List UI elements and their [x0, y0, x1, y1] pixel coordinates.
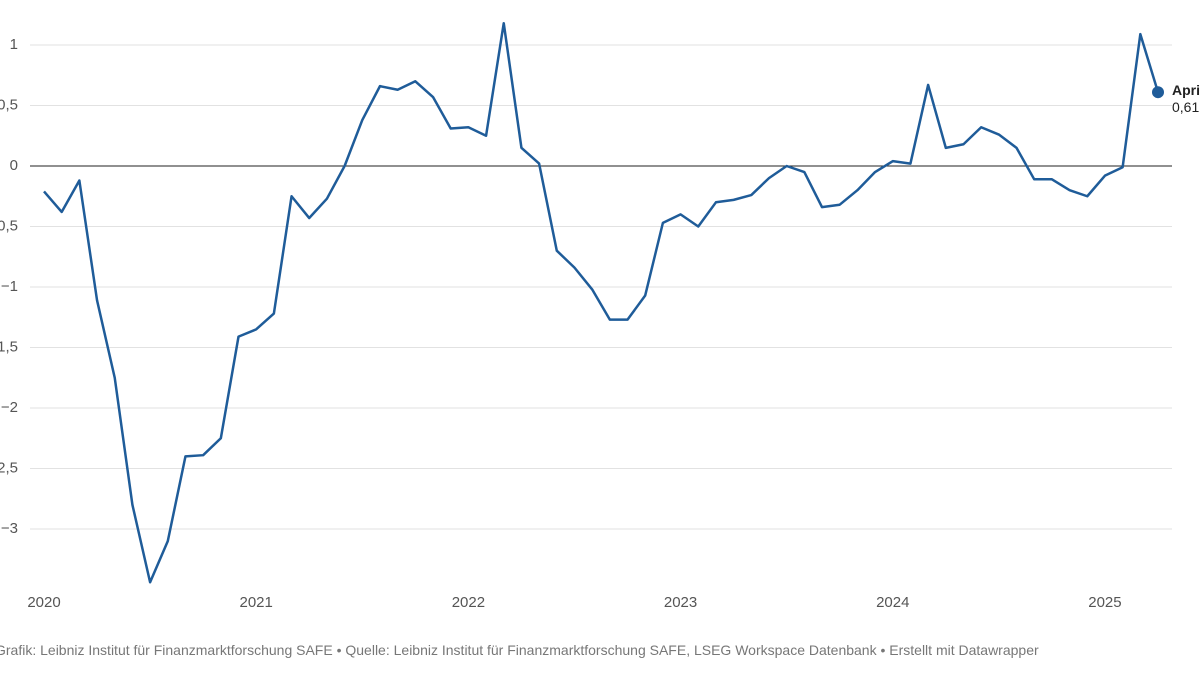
end-dot: [1152, 86, 1164, 99]
y-tick-label: 0,5: [0, 96, 18, 113]
annotation-title: April 2025: [1172, 82, 1200, 98]
x-tick-label: 2023: [664, 594, 697, 611]
x-tick-label: 2021: [240, 594, 273, 611]
value-label: 0,61: [1172, 99, 1200, 115]
y-tick-label: −2,5: [0, 459, 18, 476]
y-tick-label: −0,5: [0, 217, 18, 234]
y-tick-label: 0: [10, 157, 18, 174]
y-tick-label: −3: [1, 520, 18, 537]
line: [43, 21, 1160, 584]
annotation: April 20250,61: [1172, 82, 1200, 116]
y-tick-label: 1: [10, 36, 18, 53]
x-tick-label: 2022: [452, 594, 485, 611]
x-tick-label: 2020: [27, 594, 60, 611]
y-tick-label: −2: [1, 399, 18, 416]
x-tick-label: 2025: [1088, 594, 1121, 611]
y-tick-label: −1: [1, 278, 18, 295]
y-tick-label: −1,5: [0, 338, 18, 355]
source-note: Grafik: Leibniz Institut für Finanzmarkt…: [0, 642, 1039, 658]
x-tick-label: 2024: [876, 594, 909, 611]
